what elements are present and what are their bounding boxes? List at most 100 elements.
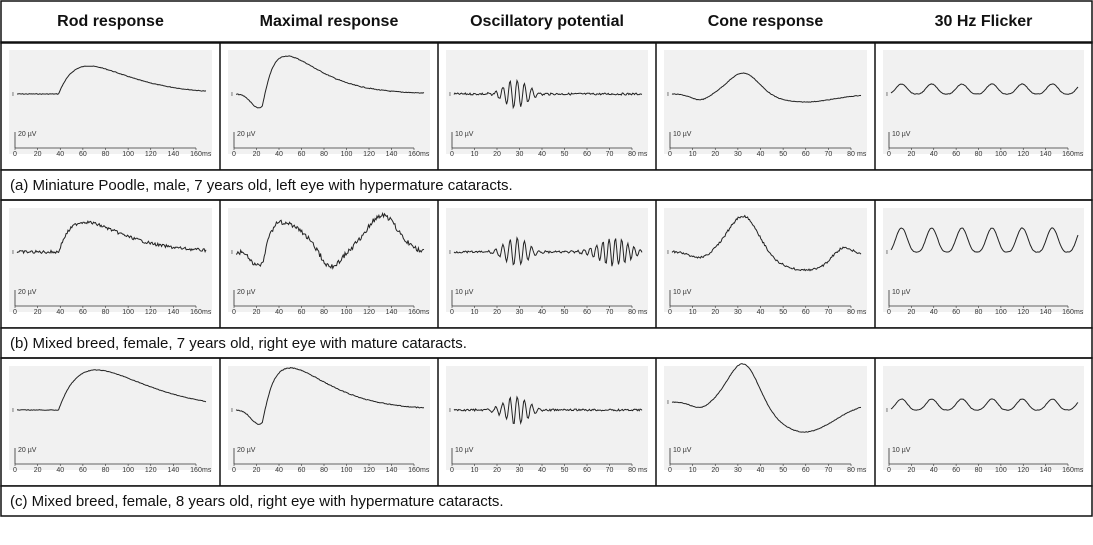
x-tick-label: 60 bbox=[952, 151, 960, 158]
x-tick-label: 60 bbox=[298, 309, 306, 316]
scale-label: 20 µV bbox=[18, 131, 37, 138]
x-unit: ms bbox=[857, 309, 867, 316]
trace-panel bbox=[228, 366, 430, 470]
x-tick-label: 20 bbox=[34, 309, 42, 316]
x-tick-label: 0 bbox=[450, 151, 454, 158]
caption-border bbox=[0, 327, 1093, 359]
x-tick-label: 140 bbox=[386, 467, 398, 474]
x-tick-label: 60 bbox=[79, 151, 87, 158]
scale-label: 10 µV bbox=[455, 131, 474, 138]
trace bbox=[890, 398, 1079, 411]
x-tick-label: 80 bbox=[102, 309, 110, 316]
x-tick-label: 160 bbox=[408, 309, 420, 316]
x-tick-label: 60 bbox=[79, 467, 87, 474]
x-tick-label: 80 bbox=[320, 151, 328, 158]
scale-label: 10 µV bbox=[455, 447, 474, 454]
x-tick-label: 0 bbox=[668, 151, 672, 158]
x-tick-label: 60 bbox=[583, 151, 591, 158]
x-tick-label: 40 bbox=[930, 467, 938, 474]
trace bbox=[671, 72, 862, 103]
x-tick-label: 30 bbox=[734, 151, 742, 158]
baseline-marker: ı bbox=[12, 407, 14, 414]
x-tick-label: 30 bbox=[516, 151, 524, 158]
x-tick-label: 120 bbox=[363, 151, 375, 158]
baseline-marker: ı bbox=[231, 249, 233, 256]
x-tick-label: 20 bbox=[711, 151, 719, 158]
x-tick-label: 20 bbox=[711, 309, 719, 316]
x-tick-label: 100 bbox=[341, 151, 353, 158]
scale-label: 10 µV bbox=[673, 447, 692, 454]
x-unit: ms bbox=[1074, 151, 1084, 158]
scale-label: 20 µV bbox=[237, 289, 256, 296]
x-tick-label: 160 bbox=[408, 151, 420, 158]
trace bbox=[235, 367, 424, 425]
trace bbox=[453, 78, 643, 110]
x-tick-label: 100 bbox=[995, 467, 1007, 474]
x-unit: ms bbox=[857, 151, 867, 158]
baseline-marker: ı bbox=[449, 249, 451, 256]
x-tick-label: 120 bbox=[1017, 309, 1029, 316]
x-tick-label: 140 bbox=[1040, 467, 1052, 474]
x-tick-label: 40 bbox=[538, 467, 546, 474]
x-tick-label: 20 bbox=[493, 151, 501, 158]
x-tick-label: 0 bbox=[450, 309, 454, 316]
x-tick-label: 80 bbox=[628, 467, 636, 474]
x-tick-label: 80 bbox=[320, 467, 328, 474]
baseline-marker: ı bbox=[449, 407, 451, 414]
x-tick-label: 40 bbox=[56, 467, 64, 474]
trace bbox=[16, 220, 207, 255]
x-tick-label: 160 bbox=[1062, 467, 1074, 474]
x-tick-label: 0 bbox=[232, 467, 236, 474]
x-tick-label: 80 bbox=[847, 151, 855, 158]
x-tick-label: 40 bbox=[538, 309, 546, 316]
x-tick-label: 30 bbox=[734, 309, 742, 316]
header-bg bbox=[0, 0, 1093, 44]
x-tick-label: 70 bbox=[824, 467, 832, 474]
x-tick-label: 120 bbox=[145, 151, 157, 158]
trace bbox=[453, 395, 643, 426]
trace-panel bbox=[9, 366, 212, 470]
x-tick-label: 60 bbox=[583, 309, 591, 316]
trace bbox=[17, 65, 207, 95]
x-tick-label: 70 bbox=[824, 151, 832, 158]
row-caption: (a) Miniature Poodle, male, 7 years old,… bbox=[10, 177, 513, 194]
x-tick-label: 160 bbox=[190, 467, 202, 474]
x-tick-label: 100 bbox=[122, 467, 134, 474]
x-tick-label: 80 bbox=[975, 467, 983, 474]
row-caption: (c) Mixed breed, female, 8 years old, ri… bbox=[10, 493, 504, 510]
trace bbox=[16, 369, 207, 411]
x-tick-label: 70 bbox=[606, 309, 614, 316]
trace bbox=[453, 236, 643, 267]
baseline-marker: ı bbox=[667, 249, 669, 256]
x-tick-label: 60 bbox=[952, 467, 960, 474]
x-tick-label: 20 bbox=[907, 151, 915, 158]
x-tick-label: 0 bbox=[668, 467, 672, 474]
x-tick-label: 80 bbox=[320, 309, 328, 316]
trace-panel bbox=[446, 50, 648, 154]
x-tick-label: 40 bbox=[930, 309, 938, 316]
x-tick-label: 50 bbox=[561, 151, 569, 158]
x-tick-label: 100 bbox=[341, 309, 353, 316]
x-tick-label: 50 bbox=[561, 467, 569, 474]
column-header: Cone response bbox=[708, 13, 824, 30]
x-tick-label: 10 bbox=[471, 151, 479, 158]
x-tick-label: 60 bbox=[298, 467, 306, 474]
x-tick-label: 0 bbox=[450, 467, 454, 474]
trace bbox=[671, 363, 862, 433]
column-header: Oscillatory potential bbox=[470, 13, 624, 30]
x-tick-label: 60 bbox=[802, 151, 810, 158]
x-tick-label: 0 bbox=[13, 467, 17, 474]
x-tick-label: 160 bbox=[408, 467, 420, 474]
x-tick-label: 120 bbox=[145, 309, 157, 316]
baseline-marker: ı bbox=[886, 91, 888, 98]
x-tick-label: 80 bbox=[628, 309, 636, 316]
x-tick-label: 60 bbox=[79, 309, 87, 316]
trace-panel bbox=[664, 366, 867, 470]
x-tick-label: 40 bbox=[275, 309, 283, 316]
x-tick-label: 40 bbox=[275, 151, 283, 158]
row-caption: (b) Mixed breed, female, 7 years old, ri… bbox=[10, 335, 467, 352]
x-tick-label: 40 bbox=[56, 151, 64, 158]
x-unit: ms bbox=[638, 309, 648, 316]
x-tick-label: 100 bbox=[995, 309, 1007, 316]
x-tick-label: 20 bbox=[711, 467, 719, 474]
